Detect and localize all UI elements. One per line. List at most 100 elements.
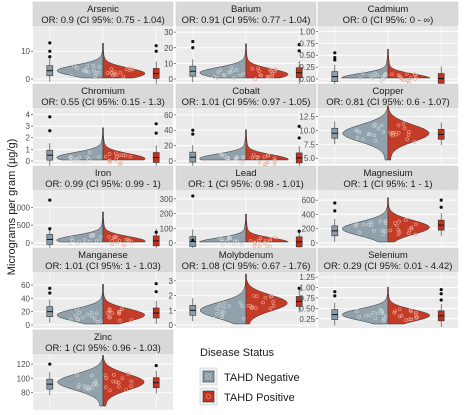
- data-point: [376, 126, 381, 131]
- data-point: [118, 70, 123, 75]
- data-point: [116, 380, 121, 385]
- data-point: [113, 69, 117, 74]
- data-point: [85, 64, 90, 68]
- strip-selenium: [317, 247, 459, 273]
- violin-negative-chromium: [56, 127, 104, 161]
- data-point: [74, 306, 79, 311]
- data-point: [82, 161, 86, 165]
- data-point: [128, 154, 133, 159]
- data-point: [390, 131, 395, 135]
- data-point: [118, 318, 122, 323]
- data-point: [412, 140, 417, 144]
- data-point: [364, 313, 369, 318]
- data-point: [90, 373, 94, 378]
- data-point: [357, 230, 362, 235]
- tick-label: 100: [17, 374, 31, 383]
- data-point: [368, 220, 373, 225]
- data-point: [390, 133, 395, 138]
- data-point: [255, 155, 260, 160]
- outlier-positive: [154, 122, 158, 126]
- data-point: [93, 379, 98, 383]
- data-point: [120, 307, 124, 311]
- data-point: [93, 74, 97, 79]
- outlier-positive: [297, 229, 301, 233]
- data-point: [109, 67, 114, 71]
- data-point: [86, 387, 91, 392]
- violin-negative-cobalt: [199, 129, 247, 161]
- outlier-negative: [333, 58, 337, 62]
- data-point: [371, 310, 376, 315]
- legend-title: Disease Status: [200, 347, 274, 359]
- tick-label: 0: [169, 157, 174, 166]
- data-point: [227, 304, 231, 308]
- panel-subtitle-cadmium: OR: 0 (CI 95%: 0 - ∞): [343, 15, 434, 26]
- outlier-negative: [48, 362, 52, 366]
- panel-subtitle-barium: OR: 0.91 (CI 95%: 0.77 - 1.04): [182, 15, 311, 26]
- data-point: [235, 239, 239, 244]
- data-point: [107, 152, 112, 156]
- data-point: [124, 388, 128, 392]
- data-point: [383, 221, 388, 225]
- violin-positive-chromium: [102, 127, 146, 161]
- data-point: [85, 155, 90, 160]
- panel-title-magnesium: Magnesium: [363, 168, 412, 179]
- violin-negative-selenium: [341, 286, 389, 325]
- data-point: [82, 383, 87, 388]
- outlier-positive: [297, 43, 301, 47]
- legend-swatch-positive: [202, 390, 215, 403]
- data-point: [250, 155, 255, 160]
- data-point: [397, 230, 402, 234]
- data-point: [354, 128, 358, 133]
- tick-label: 1: [169, 306, 174, 315]
- tick-label: 3: [26, 122, 31, 131]
- data-point: [76, 160, 81, 164]
- data-point: [233, 239, 238, 244]
- data-point: [269, 69, 274, 73]
- data-point: [219, 309, 223, 314]
- legend-label-negative: TAHD Negative: [224, 372, 300, 384]
- data-point: [242, 316, 246, 321]
- legend-label-positive: TAHD Positive: [224, 392, 295, 404]
- violin-positive-selenium: [387, 286, 430, 325]
- data-point: [272, 156, 277, 161]
- data-point: [371, 228, 376, 233]
- data-point: [234, 68, 239, 72]
- data-point: [117, 153, 122, 158]
- data-point: [262, 155, 267, 159]
- data-point: [114, 235, 119, 239]
- data-point: [379, 123, 384, 128]
- tick-label: 10: [164, 59, 173, 68]
- data-point: [121, 153, 126, 157]
- data-point: [257, 244, 262, 248]
- tick-label: 0: [169, 321, 174, 330]
- data-point: [99, 319, 103, 324]
- outlier-negative: [48, 41, 52, 45]
- data-point: [108, 388, 112, 393]
- data-point: [222, 154, 227, 158]
- violin-negative-magnesium: [342, 197, 389, 243]
- tick-label: 40: [164, 126, 173, 135]
- data-point: [248, 304, 253, 308]
- tick-label: 60: [164, 111, 173, 120]
- panel-subtitle-copper: OR: 0.81 (CI 95%: 0.6 - 1.07): [326, 97, 450, 108]
- data-point: [122, 243, 126, 248]
- data-point: [106, 310, 110, 315]
- strip-manganese: [32, 247, 174, 273]
- data-point: [402, 78, 406, 82]
- data-point: [105, 71, 110, 75]
- outlier-negative: [333, 55, 337, 60]
- data-point: [403, 218, 408, 222]
- data-point: [381, 77, 386, 82]
- data-point: [87, 150, 92, 155]
- data-point: [378, 219, 383, 224]
- data-point: [86, 69, 91, 74]
- data-point: [114, 72, 119, 77]
- tick-label: 10.0: [299, 126, 315, 135]
- data-point: [232, 242, 236, 247]
- data-point: [268, 306, 273, 311]
- tick-label: 500: [17, 221, 31, 230]
- outlier-negative: [48, 198, 52, 202]
- tick-label: 0: [169, 239, 174, 248]
